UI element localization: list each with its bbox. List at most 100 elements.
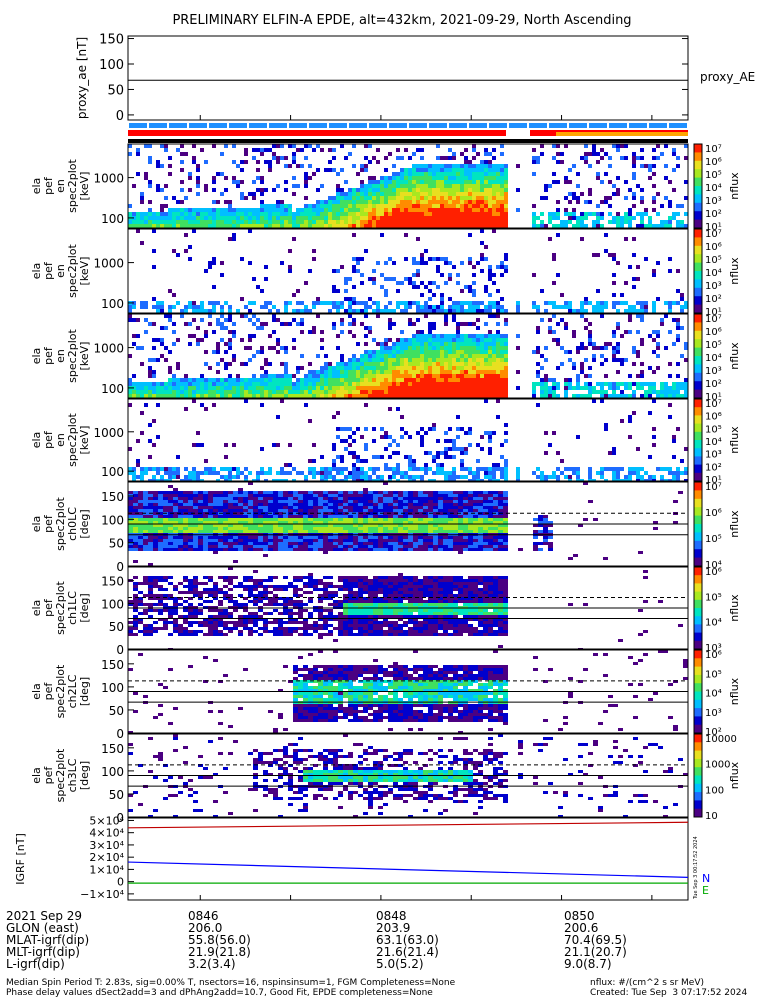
heatmap-cell: [360, 216, 364, 220]
heatmap-cell: [468, 334, 472, 338]
heatmap-cell: [444, 346, 448, 350]
heatmap-cell: [600, 305, 604, 309]
heatmap-cell: [216, 362, 220, 366]
heatmap-cell: [456, 305, 460, 309]
heatmap-cell: [328, 527, 333, 530]
heatmap-cell: [348, 314, 352, 318]
heatmap-cell: [180, 390, 184, 394]
heatmap-cell: [204, 188, 208, 192]
heatmap-cell: [492, 188, 496, 192]
heatmap-cell: [260, 192, 264, 196]
heatmap-cell: [280, 322, 284, 326]
heatmap-cell: [352, 451, 356, 455]
heatmap-cell: [243, 530, 248, 533]
heatmap-cell: [360, 257, 364, 261]
heatmap-cell: [392, 261, 396, 265]
heatmap-cell: [318, 503, 323, 506]
heatmap-cell: [340, 192, 344, 196]
heatmap-cell: [608, 212, 612, 216]
heatmap-cell: [476, 467, 480, 471]
heatmap-cell: [536, 346, 540, 350]
heatmap-cell: [384, 354, 388, 358]
heatmap-cell: [152, 212, 156, 216]
heatmap-cell: [328, 530, 333, 533]
heatmap-cell: [356, 224, 360, 228]
colorbar-tick-label: 10⁴: [705, 183, 722, 194]
heatmap-cell: [278, 536, 283, 539]
heatmap-cell: [160, 224, 164, 228]
heatmap-cell: [376, 370, 380, 374]
heatmap-cell: [343, 503, 348, 506]
heatmap-cell: [338, 518, 343, 521]
heatmap-cell: [238, 548, 243, 551]
heatmap-cell: [284, 366, 288, 370]
heatmap-cell: [460, 309, 464, 313]
heatmap-cell: [428, 204, 432, 208]
heatmap-cell: [160, 212, 164, 216]
heatmap-cell: [416, 309, 420, 313]
heatmap-cell: [212, 305, 216, 309]
heatmap-cell: [278, 545, 283, 548]
heatmap-cell: [504, 265, 508, 269]
heatmap-cell: [348, 382, 352, 386]
heatmap-cell: [258, 521, 263, 524]
heatmap-cell: [196, 443, 200, 447]
heatmap-cell: [220, 475, 224, 479]
heatmap-cell: [143, 509, 148, 512]
heatmap-cell: [348, 208, 352, 212]
heatmap-cell: [380, 309, 384, 313]
heatmap-cell: [178, 530, 183, 533]
heatmap-cell: [153, 521, 158, 524]
heatmap-cell: [144, 305, 148, 309]
heatmap-cell: [228, 314, 232, 318]
heatmap-cell: [652, 301, 656, 305]
heatmap-cell: [228, 527, 233, 530]
heatmap-cell: [208, 494, 213, 497]
heatmap-cell: [360, 322, 364, 326]
heatmap-cell: [348, 301, 352, 305]
heatmap-cell: [184, 390, 188, 394]
heatmap-cell: [376, 204, 380, 208]
heatmap-cell: [492, 204, 496, 208]
status-segment: [269, 123, 287, 128]
heatmap-cell: [380, 176, 384, 180]
heatmap-cell: [388, 326, 392, 330]
heatmap-cell: [480, 216, 484, 220]
heatmap-cell: [178, 500, 183, 503]
heatmap-cell: [292, 390, 296, 394]
heatmap-cell: [172, 305, 176, 309]
heatmap-cell: [198, 542, 203, 545]
heatmap-cell: [178, 509, 183, 512]
heatmap-cell: [452, 301, 456, 305]
heatmap-cell: [352, 354, 356, 358]
heatmap-cell: [504, 192, 508, 196]
heatmap-cell: [380, 273, 384, 277]
heatmap-cell: [564, 305, 568, 309]
heatmap-cell: [432, 471, 436, 475]
heatmap-cell: [332, 220, 336, 224]
heatmap-cell: [208, 506, 213, 509]
heatmap-cell: [476, 382, 480, 386]
heatmap-cell: [588, 386, 592, 390]
heatmap-cell: [196, 390, 200, 394]
heatmap-cell: [396, 289, 400, 293]
heatmap-cell: [203, 494, 208, 497]
heatmap-cell: [428, 176, 432, 180]
heatmap-cell: [440, 172, 444, 176]
heatmap-cell: [216, 342, 220, 346]
heatmap-cell: [256, 168, 260, 172]
heatmap-cell: [620, 419, 624, 423]
heatmap-cell: [288, 527, 293, 530]
heatmap-cell: [223, 521, 228, 524]
y-tick-label: 1000: [93, 172, 124, 186]
heatmap-cell: [208, 366, 212, 370]
heatmap-cell: [392, 192, 396, 196]
heatmap-cell: [420, 212, 424, 216]
heatmap-cell: [636, 374, 640, 378]
heatmap-cell: [156, 394, 160, 398]
heatmap-cell: [328, 497, 333, 500]
heatmap-cell: [460, 204, 464, 208]
heatmap-cell: [664, 314, 668, 318]
heatmap-cell: [352, 144, 356, 148]
heatmap-cell: [128, 497, 133, 500]
